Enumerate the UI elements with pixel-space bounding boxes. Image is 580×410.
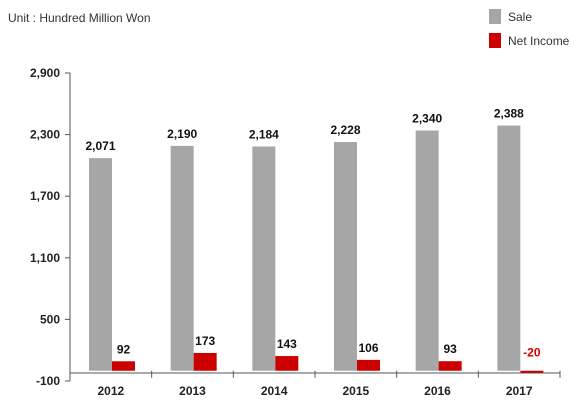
y-tick-label: 1,100 xyxy=(30,251,60,265)
category-label: 2014 xyxy=(261,384,288,398)
data-labels: 2,071 92 2,190 173 2,184 143 2,228 106 2,340 93 2,… xyxy=(85,107,540,360)
net-income-data-label: 143 xyxy=(277,337,297,351)
net-income-data-label: -20 xyxy=(523,346,541,360)
sale-data-label: 2,228 xyxy=(330,123,360,137)
y-ticks: -100 500 1,100 1,700 2,300 2,900 xyxy=(30,66,70,388)
y-tick-label: 1,700 xyxy=(30,189,60,203)
net-income-bar xyxy=(438,361,462,371)
legend-swatch-net-income xyxy=(489,33,501,48)
net-income-data-label: 92 xyxy=(117,342,131,356)
category-label: 2015 xyxy=(342,384,369,398)
net-income-bar xyxy=(275,356,299,371)
sale-bar xyxy=(497,125,521,371)
net-income-bar xyxy=(112,361,135,371)
category-labels: 2012 2013 2014 2015 2016 2017 xyxy=(97,384,532,398)
sale-bar xyxy=(334,141,357,371)
bars xyxy=(89,125,544,373)
y-tick-label: -100 xyxy=(36,374,60,388)
legend-label-net-income: Net Income xyxy=(508,34,570,48)
x-ticks xyxy=(69,370,561,378)
legend: Sale Net Income xyxy=(489,9,570,48)
net-income-bar xyxy=(520,370,544,373)
sale-bar xyxy=(252,146,276,371)
sale-data-label: 2,184 xyxy=(249,128,279,142)
unit-note: Unit : Hundred Million Won xyxy=(8,11,151,25)
y-tick-label: 2,300 xyxy=(30,128,60,142)
sale-data-label: 2,340 xyxy=(412,111,442,125)
net-income-data-label: 106 xyxy=(358,341,378,355)
y-tick-label: 500 xyxy=(40,312,60,326)
net-income-bar xyxy=(357,359,380,371)
sale-data-label: 2,388 xyxy=(494,107,524,121)
net-income-data-label: 173 xyxy=(195,334,215,348)
sale-bar xyxy=(170,145,194,371)
legend-label-sale: Sale xyxy=(508,10,532,24)
legend-swatch-sale xyxy=(489,9,501,24)
net-income-data-label: 93 xyxy=(443,342,457,356)
sale-bar xyxy=(89,158,112,371)
category-label: 2012 xyxy=(97,384,124,398)
sale-data-label: 2,190 xyxy=(167,127,197,141)
y-tick-label: 2,900 xyxy=(30,66,60,80)
category-label: 2016 xyxy=(424,384,451,398)
category-label: 2013 xyxy=(179,384,206,398)
sale-data-label: 2,071 xyxy=(85,139,115,153)
net-income-bar xyxy=(193,352,217,371)
category-label: 2017 xyxy=(506,384,533,398)
sale-bar xyxy=(415,130,439,371)
